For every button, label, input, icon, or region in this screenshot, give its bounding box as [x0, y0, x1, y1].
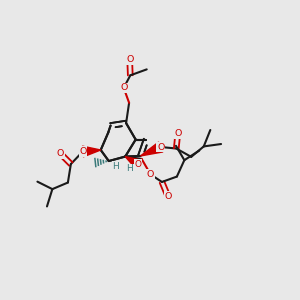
Polygon shape	[125, 157, 140, 168]
Text: O: O	[174, 129, 182, 138]
Text: O: O	[57, 149, 64, 158]
Text: H: H	[126, 164, 133, 173]
Text: O: O	[164, 192, 172, 201]
Text: O: O	[147, 170, 154, 179]
Text: O: O	[157, 142, 164, 152]
Text: O: O	[134, 160, 141, 169]
Polygon shape	[140, 142, 163, 156]
Text: H: H	[112, 162, 119, 171]
Text: O: O	[120, 83, 127, 92]
Text: O: O	[79, 147, 86, 156]
Polygon shape	[82, 146, 101, 157]
Text: O: O	[126, 55, 134, 64]
